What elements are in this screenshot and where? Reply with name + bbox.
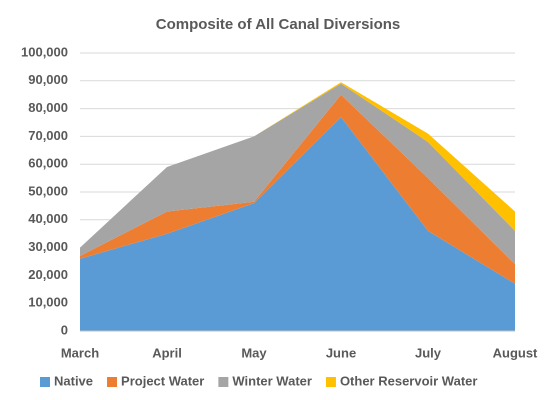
y-tick-label: 90,000 [28, 72, 68, 87]
y-tick-label: 20,000 [28, 267, 68, 282]
y-tick-label: 40,000 [28, 211, 68, 226]
legend-swatch [218, 377, 229, 387]
x-tick-label: July [415, 345, 442, 360]
legend-swatch [325, 377, 336, 387]
y-tick-label: 80,000 [28, 100, 68, 115]
legend-label: Other Reservoir Water [340, 373, 478, 388]
y-tick-label: 30,000 [28, 239, 68, 254]
area [80, 82, 515, 248]
x-tick-label: April [152, 345, 182, 360]
legend-label: Winter Water [232, 373, 312, 388]
y-tick-label: 60,000 [28, 156, 68, 171]
y-tick-label: 10,000 [28, 295, 68, 310]
x-tick-label: May [241, 345, 267, 360]
x-tick-label: August [493, 345, 538, 360]
legend-swatch [107, 377, 118, 387]
chart-title: Composite of All Canal Diversions [156, 16, 401, 33]
legend-swatch [40, 377, 50, 387]
area [80, 94, 515, 284]
area [80, 116, 515, 331]
x-tick-label: March [61, 345, 99, 360]
legend-label: Native [54, 373, 93, 388]
area [80, 83, 515, 265]
y-tick-label: 0 [61, 322, 68, 337]
y-tick-label: 100,000 [21, 44, 68, 59]
y-tick-label: 50,000 [28, 183, 68, 198]
x-tick-label: June [326, 345, 356, 360]
legend-label: Project Water [121, 373, 204, 388]
y-tick-label: 70,000 [28, 128, 68, 143]
